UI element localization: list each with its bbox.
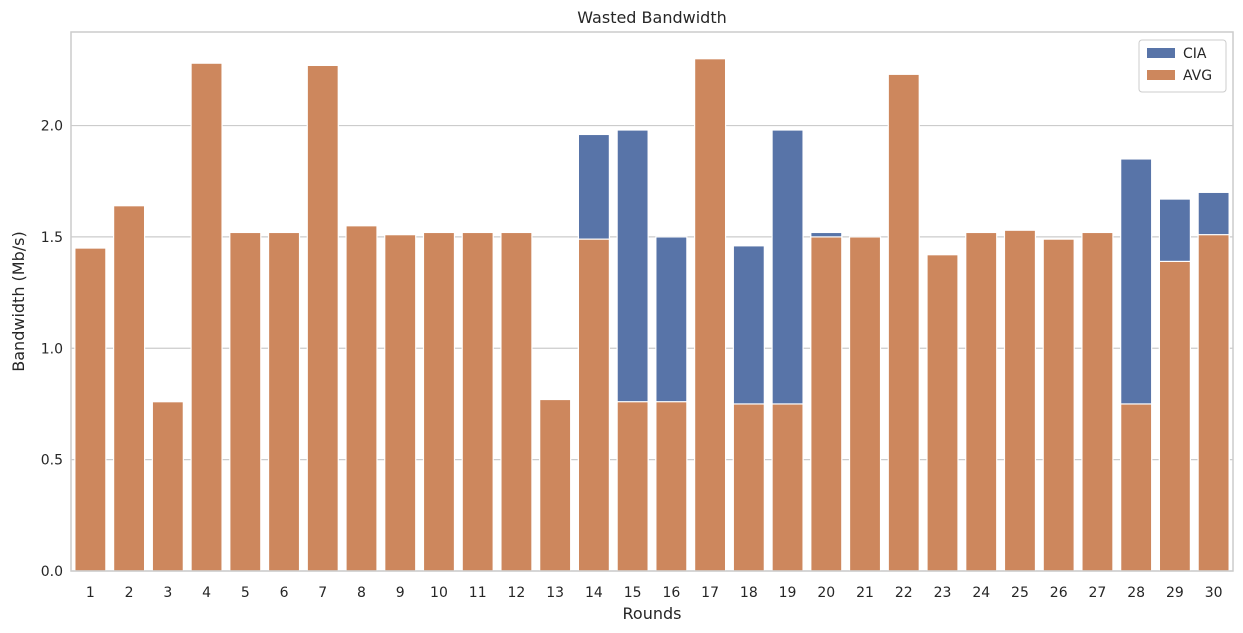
- x-tick-label: 25: [1011, 585, 1029, 601]
- x-tick-label: 23: [934, 585, 952, 601]
- legend: CIA AVG: [1138, 39, 1227, 93]
- x-tick-label: 9: [396, 585, 405, 601]
- x-tick-label: 19: [779, 585, 797, 601]
- bar-avg-round-3: [151, 401, 184, 572]
- x-tick-label: 7: [318, 585, 327, 601]
- bar-avg-round-16: [655, 401, 688, 572]
- x-tick-labels: 1 2 3 4 5 6 7 8 9 10 11 12 13 14 15 16 17 18 19 20 21 22 23 24 2…: [86, 585, 1223, 601]
- x-tick-label: 30: [1205, 585, 1223, 601]
- x-tick-label: 12: [508, 585, 526, 601]
- y-tick-label: 2.0: [41, 119, 63, 135]
- bar-avg-round-29: [1158, 260, 1191, 572]
- x-tick-label: 6: [280, 585, 289, 601]
- x-tick-label: 28: [1127, 585, 1145, 601]
- bar-avg-round-20: [810, 236, 843, 572]
- bar-avg-round-12: [500, 231, 533, 572]
- y-tick-label: 1.5: [41, 230, 63, 246]
- x-tick-label: 22: [895, 585, 913, 601]
- bar-avg-round-10: [422, 231, 456, 572]
- x-tick-label: 1: [86, 585, 95, 601]
- plot-frame: [70, 31, 1234, 572]
- y-tick-label: 0.0: [41, 564, 63, 580]
- bar-avg-round-15: [616, 401, 649, 572]
- bar-avg-round-18: [732, 403, 765, 572]
- x-tick-label: 24: [972, 585, 990, 601]
- x-tick-label: 14: [585, 585, 603, 601]
- x-tick-label: 20: [817, 585, 835, 601]
- bar-avg-round-28: [1120, 403, 1153, 572]
- bar-avg-round-6: [267, 231, 301, 572]
- x-tick-label: 13: [546, 585, 564, 601]
- bar-avg-round-11: [461, 231, 494, 572]
- bar-avg-round-2: [113, 205, 146, 572]
- x-tick-label: 17: [701, 585, 719, 601]
- x-tick-label: 2: [125, 585, 134, 601]
- x-tick-label: 16: [662, 585, 680, 601]
- bar-avg-round-27: [1081, 231, 1114, 572]
- y-tick-label: 1.0: [41, 341, 63, 357]
- x-tick-label: 26: [1050, 585, 1068, 601]
- bar-avg-round-23: [926, 254, 959, 572]
- x-tick-label: 27: [1089, 585, 1107, 601]
- bar-avg-round-17: [694, 58, 727, 572]
- bar-avg-round-9: [384, 234, 417, 572]
- x-tick-label: 11: [469, 585, 487, 601]
- bar-avg-round-13: [539, 398, 572, 572]
- bar-avg-round-26: [1042, 238, 1075, 572]
- y-axis-label: Bandwidth (Mb/s): [9, 231, 28, 371]
- y-tick-label: 0.5: [41, 453, 63, 469]
- x-tick-label: 3: [163, 585, 172, 601]
- legend-label-avg: AVG: [1183, 68, 1212, 84]
- bars: [74, 58, 1230, 572]
- legend-swatch-cia: [1147, 48, 1175, 58]
- y-tick-labels: 0.0 0.5 1.0 1.5 2.0: [41, 119, 63, 580]
- bar-avg-round-25: [1003, 229, 1037, 572]
- x-tick-label: 21: [856, 585, 874, 601]
- bar-avg-round-24: [965, 231, 998, 572]
- x-tick-label: 18: [740, 585, 758, 601]
- legend-swatch-avg: [1147, 70, 1175, 80]
- x-axis-label: Rounds: [623, 604, 682, 623]
- bar-avg-round-5: [229, 231, 262, 572]
- x-tick-label: 5: [241, 585, 250, 601]
- bar-avg-round-21: [848, 236, 882, 572]
- bar-avg-round-22: [887, 73, 920, 572]
- x-tick-label: 10: [430, 585, 448, 601]
- bar-avg-round-14: [577, 238, 610, 572]
- x-tick-label: 4: [202, 585, 211, 601]
- legend-label-cia: CIA: [1183, 46, 1207, 62]
- x-tick-label: 15: [624, 585, 642, 601]
- bar-avg-round-8: [345, 225, 378, 572]
- bar-avg-round-19: [771, 403, 804, 572]
- chart-title: Wasted Bandwidth: [577, 8, 726, 27]
- bar-avg-round-30: [1197, 234, 1230, 572]
- bar-avg-round-4: [190, 62, 223, 572]
- x-tick-label: 29: [1166, 585, 1184, 601]
- bar-avg-round-1: [74, 247, 107, 572]
- bar-avg-round-7: [306, 64, 339, 572]
- x-tick-label: 8: [357, 585, 366, 601]
